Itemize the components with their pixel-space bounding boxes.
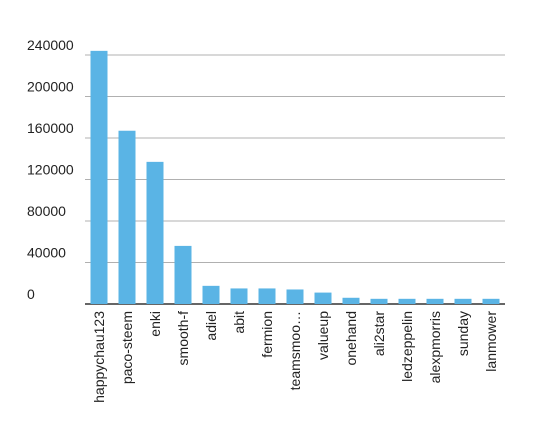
- bar: [258, 288, 276, 304]
- y-tick-label: 240000: [27, 37, 74, 53]
- bar: [174, 245, 192, 304]
- bar: [314, 292, 332, 304]
- y-tick-label: 0: [27, 286, 35, 302]
- x-tick-label: ledzeppelin: [399, 311, 415, 382]
- x-tick-label: onehand: [343, 311, 359, 366]
- y-axis-ticks: 0 40000 80000 120000 160000 200000 240000: [27, 37, 74, 302]
- bar: [202, 285, 220, 304]
- x-tick-label: smooth-f: [175, 311, 191, 366]
- x-tick-label: lanmower: [483, 311, 499, 372]
- x-tick-label: valueup: [315, 311, 331, 360]
- x-tick-label: abit: [231, 311, 247, 334]
- bar: [90, 50, 108, 304]
- x-tick-label: sunday: [455, 311, 471, 356]
- bar: [482, 298, 500, 304]
- bar: [118, 130, 136, 304]
- bar: [342, 297, 360, 304]
- bar: [454, 298, 472, 304]
- x-tick-label: alexpmorris: [427, 311, 443, 383]
- x-tick-label: happychau123: [91, 311, 107, 403]
- y-tick-label: 40000: [27, 245, 66, 261]
- y-tick-label: 120000: [27, 162, 74, 178]
- y-tick-label: 200000: [27, 79, 74, 95]
- y-tick-label: 160000: [27, 120, 74, 136]
- bar: [370, 298, 388, 304]
- x-tick-label: enki: [147, 311, 163, 337]
- bar: [398, 298, 416, 304]
- x-tick-label: paco-steem: [119, 311, 135, 384]
- x-tick-label: ali2star: [371, 311, 387, 356]
- bar-layer: [90, 50, 500, 304]
- bar: [426, 298, 444, 304]
- y-tick-label: 80000: [27, 203, 66, 219]
- bar: [286, 289, 304, 304]
- x-tick-label: teamsmoo…: [287, 311, 303, 390]
- x-axis-ticks: happychau123 paco-steem enki smooth-f adiel a…: [91, 311, 499, 403]
- bar: [146, 161, 164, 304]
- x-tick-label: fermion: [259, 311, 275, 358]
- bar: [230, 288, 248, 304]
- x-tick-label: adiel: [203, 311, 219, 341]
